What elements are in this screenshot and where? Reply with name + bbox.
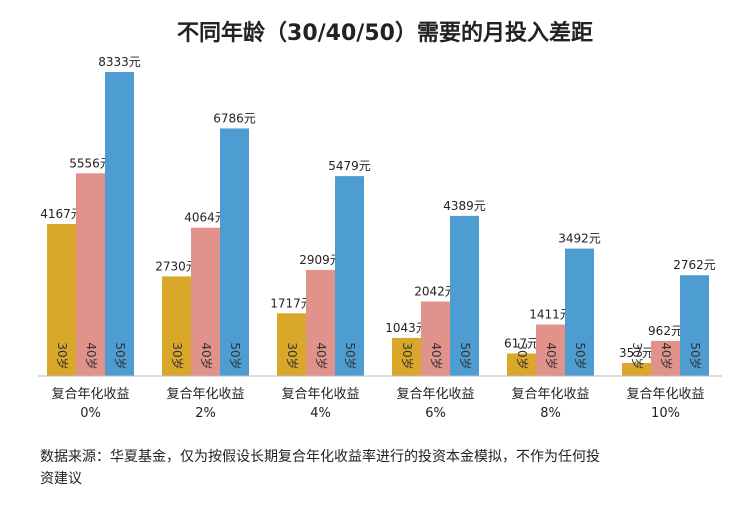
data-label-30-cat-5: 357元: [619, 346, 654, 360]
plot-area: 4167元 30岁 5556元 40岁 8333元 50岁 2730元 30岁 4064元 40岁…: [40, 55, 716, 376]
bar-series-label-50-cat-1: 50岁: [228, 342, 243, 369]
bar-series-label-30-cat-1: 30岁: [170, 342, 185, 369]
category-label-line2-3: 6%: [425, 406, 446, 421]
bar-50-cat-2: [335, 176, 364, 376]
data-label-30-cat-3: 1043元: [385, 321, 428, 335]
bar-series-label-50-cat-0: 50岁: [113, 342, 128, 369]
category-label-line2-4: 8%: [540, 406, 561, 421]
data-label-40-cat-4: 1411元: [529, 308, 572, 322]
bar-series-label-50-cat-5: 50岁: [688, 342, 703, 369]
data-label-40-cat-1: 4064元: [184, 211, 227, 225]
chart-title: 不同年龄（30/40/50）需要的月投入差距: [177, 20, 593, 46]
data-label-40-cat-3: 2042元: [414, 285, 457, 299]
bar-series-label-30-cat-4: 30岁: [515, 342, 530, 369]
bar-30-cat-2: [277, 313, 306, 376]
category-label-line2-2: 4%: [310, 406, 331, 421]
category-label-line2-1: 2%: [195, 406, 216, 421]
bar-50-cat-0: [105, 72, 134, 376]
bar-50-cat-1: [220, 128, 249, 376]
bar-series-label-40-cat-3: 40岁: [429, 342, 444, 369]
category-label-line1-4: 复合年化收益: [511, 387, 589, 402]
data-label-40-cat-5: 962元: [648, 324, 683, 338]
bar-50-cat-3: [450, 215, 479, 376]
bar-series-label-30-cat-3: 30岁: [400, 342, 415, 369]
data-label-50-cat-2: 5479元: [328, 159, 371, 173]
data-label-50-cat-3: 4389元: [443, 199, 486, 213]
footnote-line-2: 资建议: [40, 471, 82, 487]
bar-30-cat-3: [392, 337, 421, 376]
bar-30-cat-4: [507, 353, 536, 376]
bar-series-label-30-cat-0: 30岁: [55, 342, 70, 369]
data-label-50-cat-5: 2762元: [673, 258, 716, 272]
bar-series-label-30-cat-2: 30岁: [285, 342, 300, 369]
category-label-line2-5: 10%: [651, 406, 680, 421]
data-label-40-cat-0: 5556元: [69, 156, 112, 170]
category-label-line1-3: 复合年化收益: [396, 387, 474, 402]
bar-40-cat-4: [536, 324, 565, 376]
data-label-30-cat-4: 617元: [504, 336, 539, 350]
data-label-50-cat-1: 6786元: [213, 111, 256, 125]
bar-series-label-50-cat-2: 50岁: [343, 342, 358, 369]
bar-50-cat-4: [565, 248, 594, 376]
data-label-50-cat-0: 8333元: [98, 55, 141, 69]
bar-series-label-40-cat-1: 40岁: [199, 342, 214, 369]
bar-50-cat-5: [680, 275, 709, 376]
bar-40-cat-1: [191, 227, 220, 376]
bar-40-cat-0: [76, 173, 105, 376]
category-label-line2-0: 0%: [80, 406, 101, 421]
data-label-30-cat-0: 4167元: [40, 207, 83, 221]
data-label-50-cat-4: 3492元: [558, 232, 601, 246]
category-labels: 复合年化收益 0% 复合年化收益 2% 复合年化收益 4% 复合年化收益 6% 复合年化收益 8%…: [51, 387, 704, 421]
bar-30-cat-5: [622, 362, 651, 376]
bar-30-cat-1: [162, 276, 191, 376]
category-label-line1-0: 复合年化收益: [51, 387, 129, 402]
data-label-30-cat-2: 1717元: [270, 296, 313, 310]
bar-40-cat-5: [651, 340, 680, 376]
bar-series-label-40-cat-2: 40岁: [314, 342, 329, 369]
bar-series-label-40-cat-5: 40岁: [659, 342, 674, 369]
bar-30-cat-0: [47, 223, 76, 376]
footnote-line-1: 数据来源：华夏基金，仅为按假设长期复合年化收益率进行的投资本金模拟，不作为任何投: [40, 448, 600, 465]
category-label-line1-1: 复合年化收益: [166, 387, 244, 402]
bar-40-cat-3: [421, 301, 450, 376]
bar-series-label-50-cat-3: 50岁: [458, 342, 473, 369]
category-label-line1-5: 复合年化收益: [626, 387, 704, 402]
data-label-40-cat-2: 2909元: [299, 253, 342, 267]
category-label-line1-2: 复合年化收益: [281, 387, 359, 402]
bar-series-label-40-cat-0: 40岁: [84, 342, 99, 369]
data-label-30-cat-1: 2730元: [155, 259, 198, 273]
bar-series-label-30-cat-5: 30岁: [630, 342, 645, 369]
bar-series-label-40-cat-4: 40岁: [544, 342, 559, 369]
bar-40-cat-2: [306, 269, 335, 376]
bar-series-label-50-cat-4: 50岁: [573, 342, 588, 369]
